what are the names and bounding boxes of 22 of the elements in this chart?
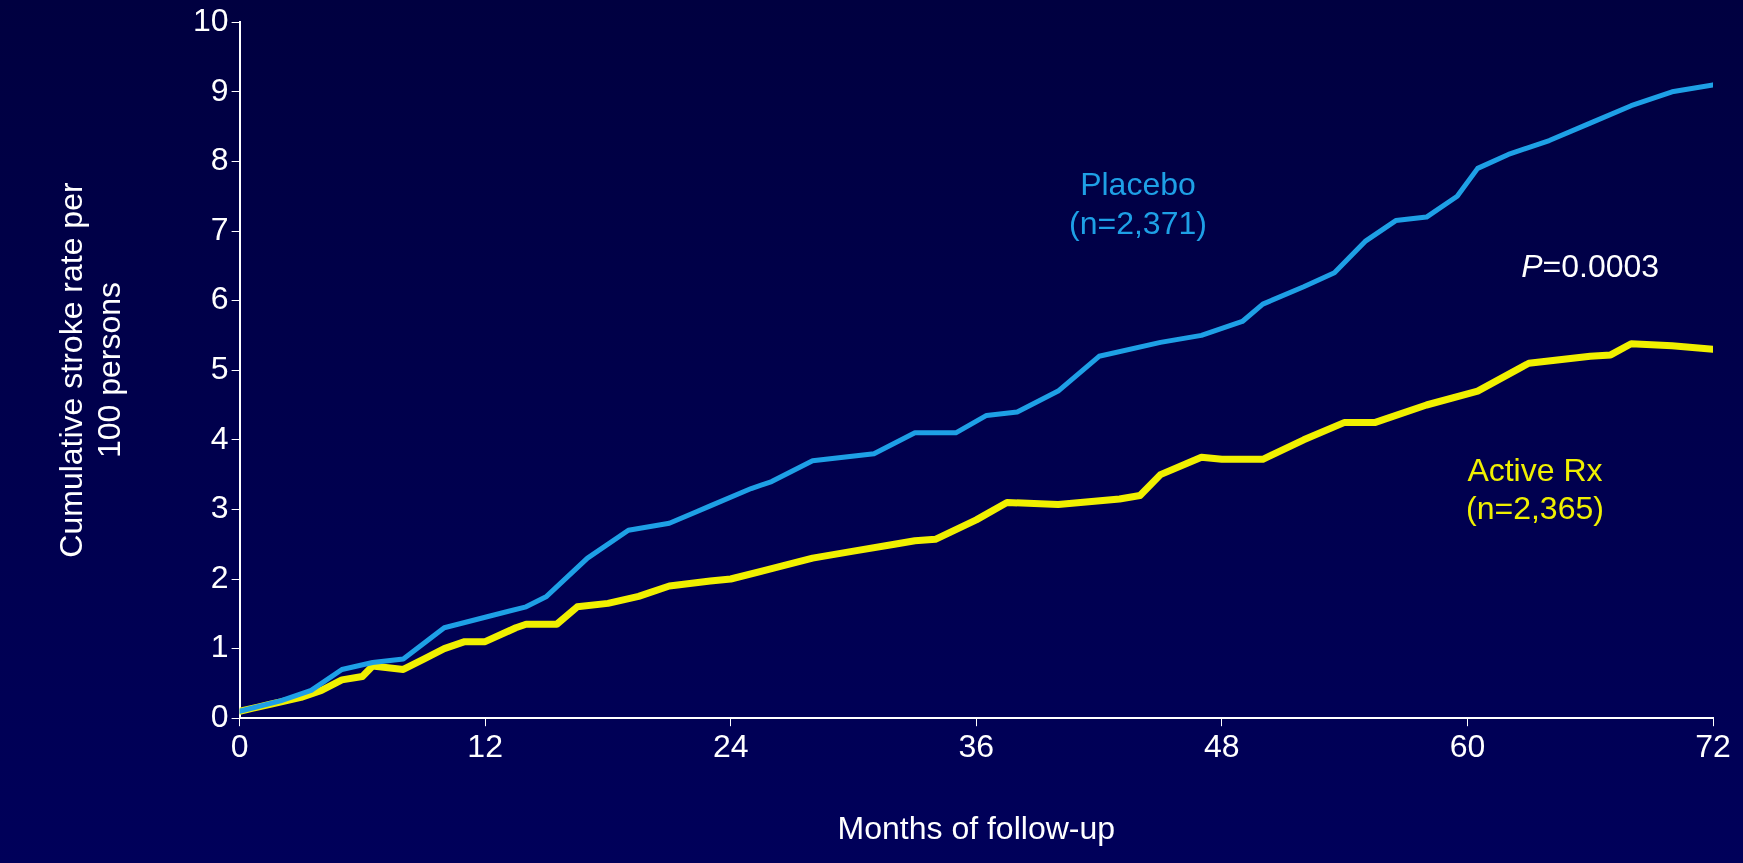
y-tick-label: 9 xyxy=(210,71,229,108)
y-axis-title: Cumulative stroke rate per 100 persons xyxy=(51,181,128,560)
y-tick-label: 5 xyxy=(210,350,229,387)
y-tick-label: 4 xyxy=(210,419,229,456)
x-axis-title: Months of follow-up xyxy=(837,809,1116,846)
y-tick-label: 1 xyxy=(210,628,229,665)
y-tick-label: 0 xyxy=(210,698,229,735)
y-tick-label: 3 xyxy=(210,489,229,526)
x-tick-label: 60 xyxy=(1449,728,1486,765)
y-tick-label: 6 xyxy=(210,280,229,317)
x-tick-label: 72 xyxy=(1695,728,1731,765)
x-tick-label: 36 xyxy=(958,728,995,765)
y-tick-label: 7 xyxy=(210,210,229,247)
text: Placebo (n=2,371) xyxy=(1068,164,1208,242)
y-tick-label: 8 xyxy=(210,141,229,178)
x-tick-label: 48 xyxy=(1204,728,1240,765)
annotation: P=0.0003 xyxy=(1520,246,1661,285)
x-tick-label: 24 xyxy=(712,728,749,765)
y-tick-label: 10 xyxy=(193,2,229,39)
y-tick-label: 2 xyxy=(210,558,229,595)
x-tick-label: 12 xyxy=(467,728,503,765)
series-label: Active Rx (n=2,365) xyxy=(1465,450,1605,527)
